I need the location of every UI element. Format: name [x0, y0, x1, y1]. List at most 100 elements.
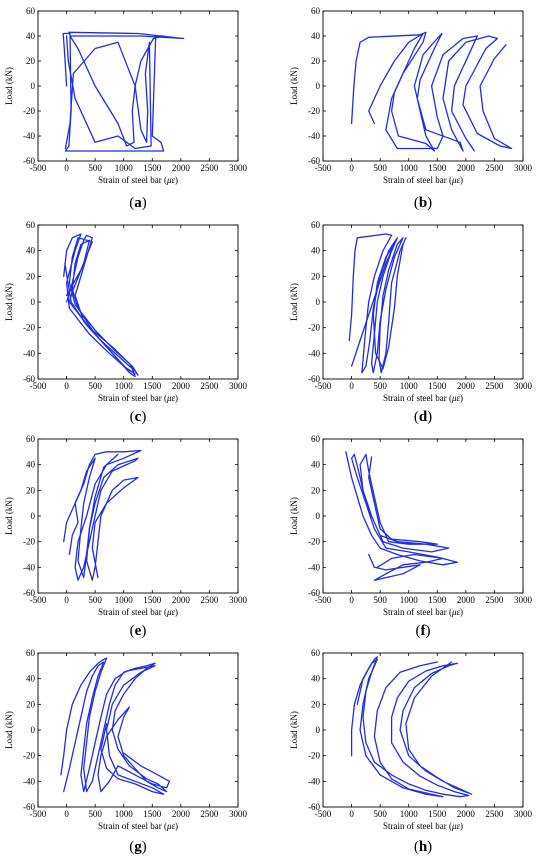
- x-tick-label: -500: [315, 595, 332, 605]
- x-tick-label: 3000: [229, 809, 248, 819]
- y-tick-label: 0: [31, 297, 36, 307]
- x-tick-label: 1000: [115, 163, 134, 173]
- x-tick-label: 0: [64, 163, 69, 173]
- series-line-1: [348, 233, 407, 374]
- x-tick-label: 1000: [115, 595, 134, 605]
- chart-panel-f: -500 0 500 1000 1500 2000 2500 3000 -60 -40 -20 0 20…: [289, 434, 533, 639]
- x-axis-label: Strain of steel bar (με): [98, 821, 178, 831]
- series-line-1: [65, 234, 139, 378]
- chart-panel-e: -500 0 500 1000 1500 2000 2500 3000 -60 -40 -20 0 20…: [4, 434, 248, 639]
- x-tick-label: 2000: [457, 595, 476, 605]
- x-tick-label: 2000: [457, 809, 476, 819]
- x-tick-label: 500: [88, 381, 102, 391]
- x-tick-label: 1500: [143, 595, 162, 605]
- x-tick-label: 0: [349, 809, 354, 819]
- x-tick-label: 0: [349, 163, 354, 173]
- x-tick-label: 2500: [200, 163, 219, 173]
- x-tick-label: 500: [373, 163, 387, 173]
- x-axis-label: Strain of steel bar (με): [98, 607, 178, 617]
- y-tick-label: 40: [311, 246, 321, 256]
- y-tick-label: -20: [308, 106, 320, 116]
- series-line-2: [350, 243, 404, 370]
- x-axis-label: Strain of steel bar (με): [383, 393, 463, 403]
- series-line-1: [62, 31, 185, 152]
- x-tick-label: 1000: [400, 381, 419, 391]
- x-tick-label: 500: [88, 163, 102, 173]
- y-tick-label: -40: [308, 776, 320, 786]
- x-tick-label: 1000: [400, 809, 419, 819]
- y-tick-label: -40: [308, 348, 320, 358]
- x-tick-label: 3000: [514, 163, 533, 173]
- x-tick-label: 3000: [514, 809, 533, 819]
- y-tick-label: -20: [23, 323, 35, 333]
- series-line-2: [68, 453, 119, 579]
- x-tick-label: 1500: [143, 163, 162, 173]
- series-line-2: [368, 32, 478, 152]
- x-tick-label: 2000: [172, 595, 191, 605]
- y-tick-label: 40: [26, 246, 36, 256]
- series-line-2: [368, 553, 444, 581]
- y-tick-label: -60: [308, 588, 320, 598]
- panel-caption: (f): [416, 623, 431, 639]
- y-tick-label: -40: [23, 562, 35, 572]
- x-tick-label: 0: [64, 809, 69, 819]
- y-tick-label: 40: [26, 674, 36, 684]
- x-axis-label: Strain of steel bar (με): [383, 821, 463, 831]
- y-tick-label: 20: [26, 271, 36, 281]
- panel-caption: (d): [414, 409, 432, 425]
- y-tick-label: 40: [311, 674, 321, 684]
- x-tick-label: 1500: [428, 595, 447, 605]
- y-axis-label: Load (kN): [289, 283, 299, 321]
- x-tick-label: 2000: [172, 809, 191, 819]
- y-tick-label: 60: [311, 648, 321, 658]
- y-tick-label: -60: [308, 156, 320, 166]
- y-tick-label: 60: [311, 434, 321, 444]
- y-tick-label: 60: [26, 648, 36, 658]
- x-tick-label: 1000: [115, 809, 134, 819]
- x-tick-label: 500: [373, 595, 387, 605]
- x-tick-label: 2000: [172, 163, 191, 173]
- x-tick-label: 500: [88, 595, 102, 605]
- x-tick-label: 1500: [428, 809, 447, 819]
- series-line-1: [60, 657, 171, 793]
- x-tick-label: 1500: [143, 381, 162, 391]
- x-tick-label: 2500: [485, 595, 504, 605]
- y-tick-label: -40: [308, 131, 320, 141]
- series-line-2: [63, 233, 136, 375]
- y-tick-label: -40: [308, 562, 320, 572]
- x-tick-label: 1000: [400, 595, 419, 605]
- x-tick-label: 3000: [229, 595, 248, 605]
- x-tick-label: 0: [349, 595, 354, 605]
- series-line-1: [350, 31, 513, 152]
- y-tick-label: -60: [308, 374, 320, 384]
- x-tick-label: 1000: [115, 381, 134, 391]
- y-tick-label: -40: [23, 131, 35, 141]
- plot-frame: [37, 438, 239, 594]
- x-tick-label: 3000: [229, 381, 248, 391]
- x-tick-label: 2500: [200, 381, 219, 391]
- series-line-2: [356, 658, 444, 798]
- y-axis-label: Load (kN): [289, 497, 299, 535]
- panel-caption: (a): [129, 195, 147, 211]
- x-tick-label: 2500: [200, 809, 219, 819]
- x-tick-label: 2000: [457, 381, 476, 391]
- x-tick-label: -500: [315, 381, 332, 391]
- panel-caption: (e): [130, 623, 147, 639]
- x-tick-label: -500: [30, 809, 47, 819]
- chart-panel-a: -500 0 500 1000 1500 2000 2500 3000 -60 -40 -20 0 20…: [4, 6, 248, 211]
- x-tick-label: 1500: [428, 381, 447, 391]
- panel-caption: (g): [129, 839, 147, 855]
- y-tick-label: 20: [311, 271, 321, 281]
- series-line-1: [63, 449, 142, 581]
- y-tick-label: -60: [308, 802, 320, 812]
- y-tick-label: -60: [23, 374, 35, 384]
- x-tick-label: -500: [315, 809, 332, 819]
- y-tick-label: -60: [23, 156, 35, 166]
- y-tick-label: -20: [23, 106, 35, 116]
- y-tick-label: 0: [316, 725, 321, 735]
- x-tick-label: 2000: [172, 381, 191, 391]
- y-tick-label: 60: [311, 220, 321, 230]
- y-tick-label: 60: [26, 434, 36, 444]
